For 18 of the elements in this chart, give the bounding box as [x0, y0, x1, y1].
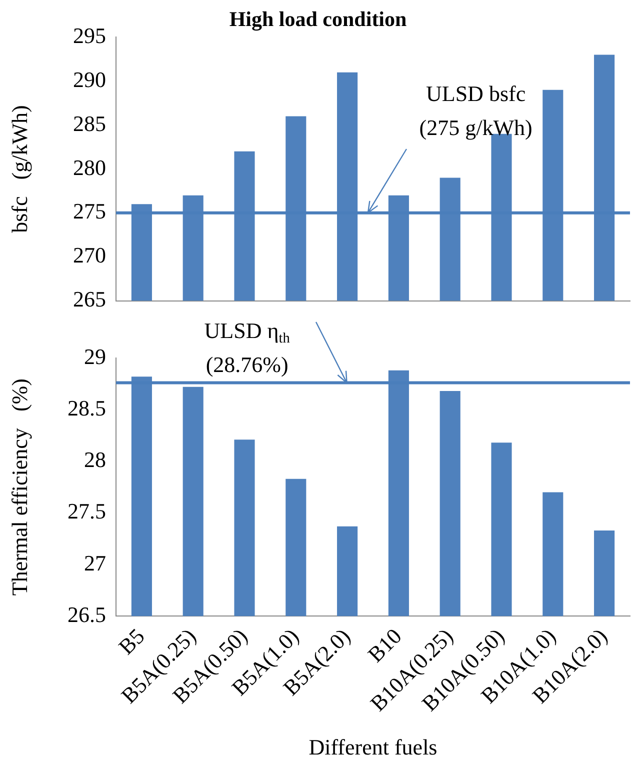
y-tick-label: 280: [73, 154, 106, 180]
chart-title: High load condition: [229, 7, 408, 32]
y-tick-label: 28.5: [68, 395, 106, 420]
y-axis-title: bsfc (g/kWh): [6, 105, 32, 233]
y-tick-label: 26.5: [68, 602, 106, 627]
y-tick-label: 270: [73, 242, 106, 268]
ref-line-label: ULSD bsfc (275 g/kWh): [419, 80, 532, 140]
x-axis-title: Different fuels: [308, 734, 438, 760]
y-tick-label: 27: [84, 550, 106, 576]
y-tick-label: 28: [84, 447, 106, 472]
y-tick-label: 275: [73, 198, 106, 224]
y-tick-label: 285: [73, 110, 106, 136]
y-tick-label: 295: [73, 22, 106, 48]
y-tick-label: 290: [73, 66, 106, 92]
y-tick-label: 265: [73, 286, 106, 312]
y-tick-label: 27.5: [68, 498, 106, 524]
y-tick-label: 29: [84, 344, 106, 369]
y-axis-title: Thermal efficiency (%): [6, 378, 32, 596]
